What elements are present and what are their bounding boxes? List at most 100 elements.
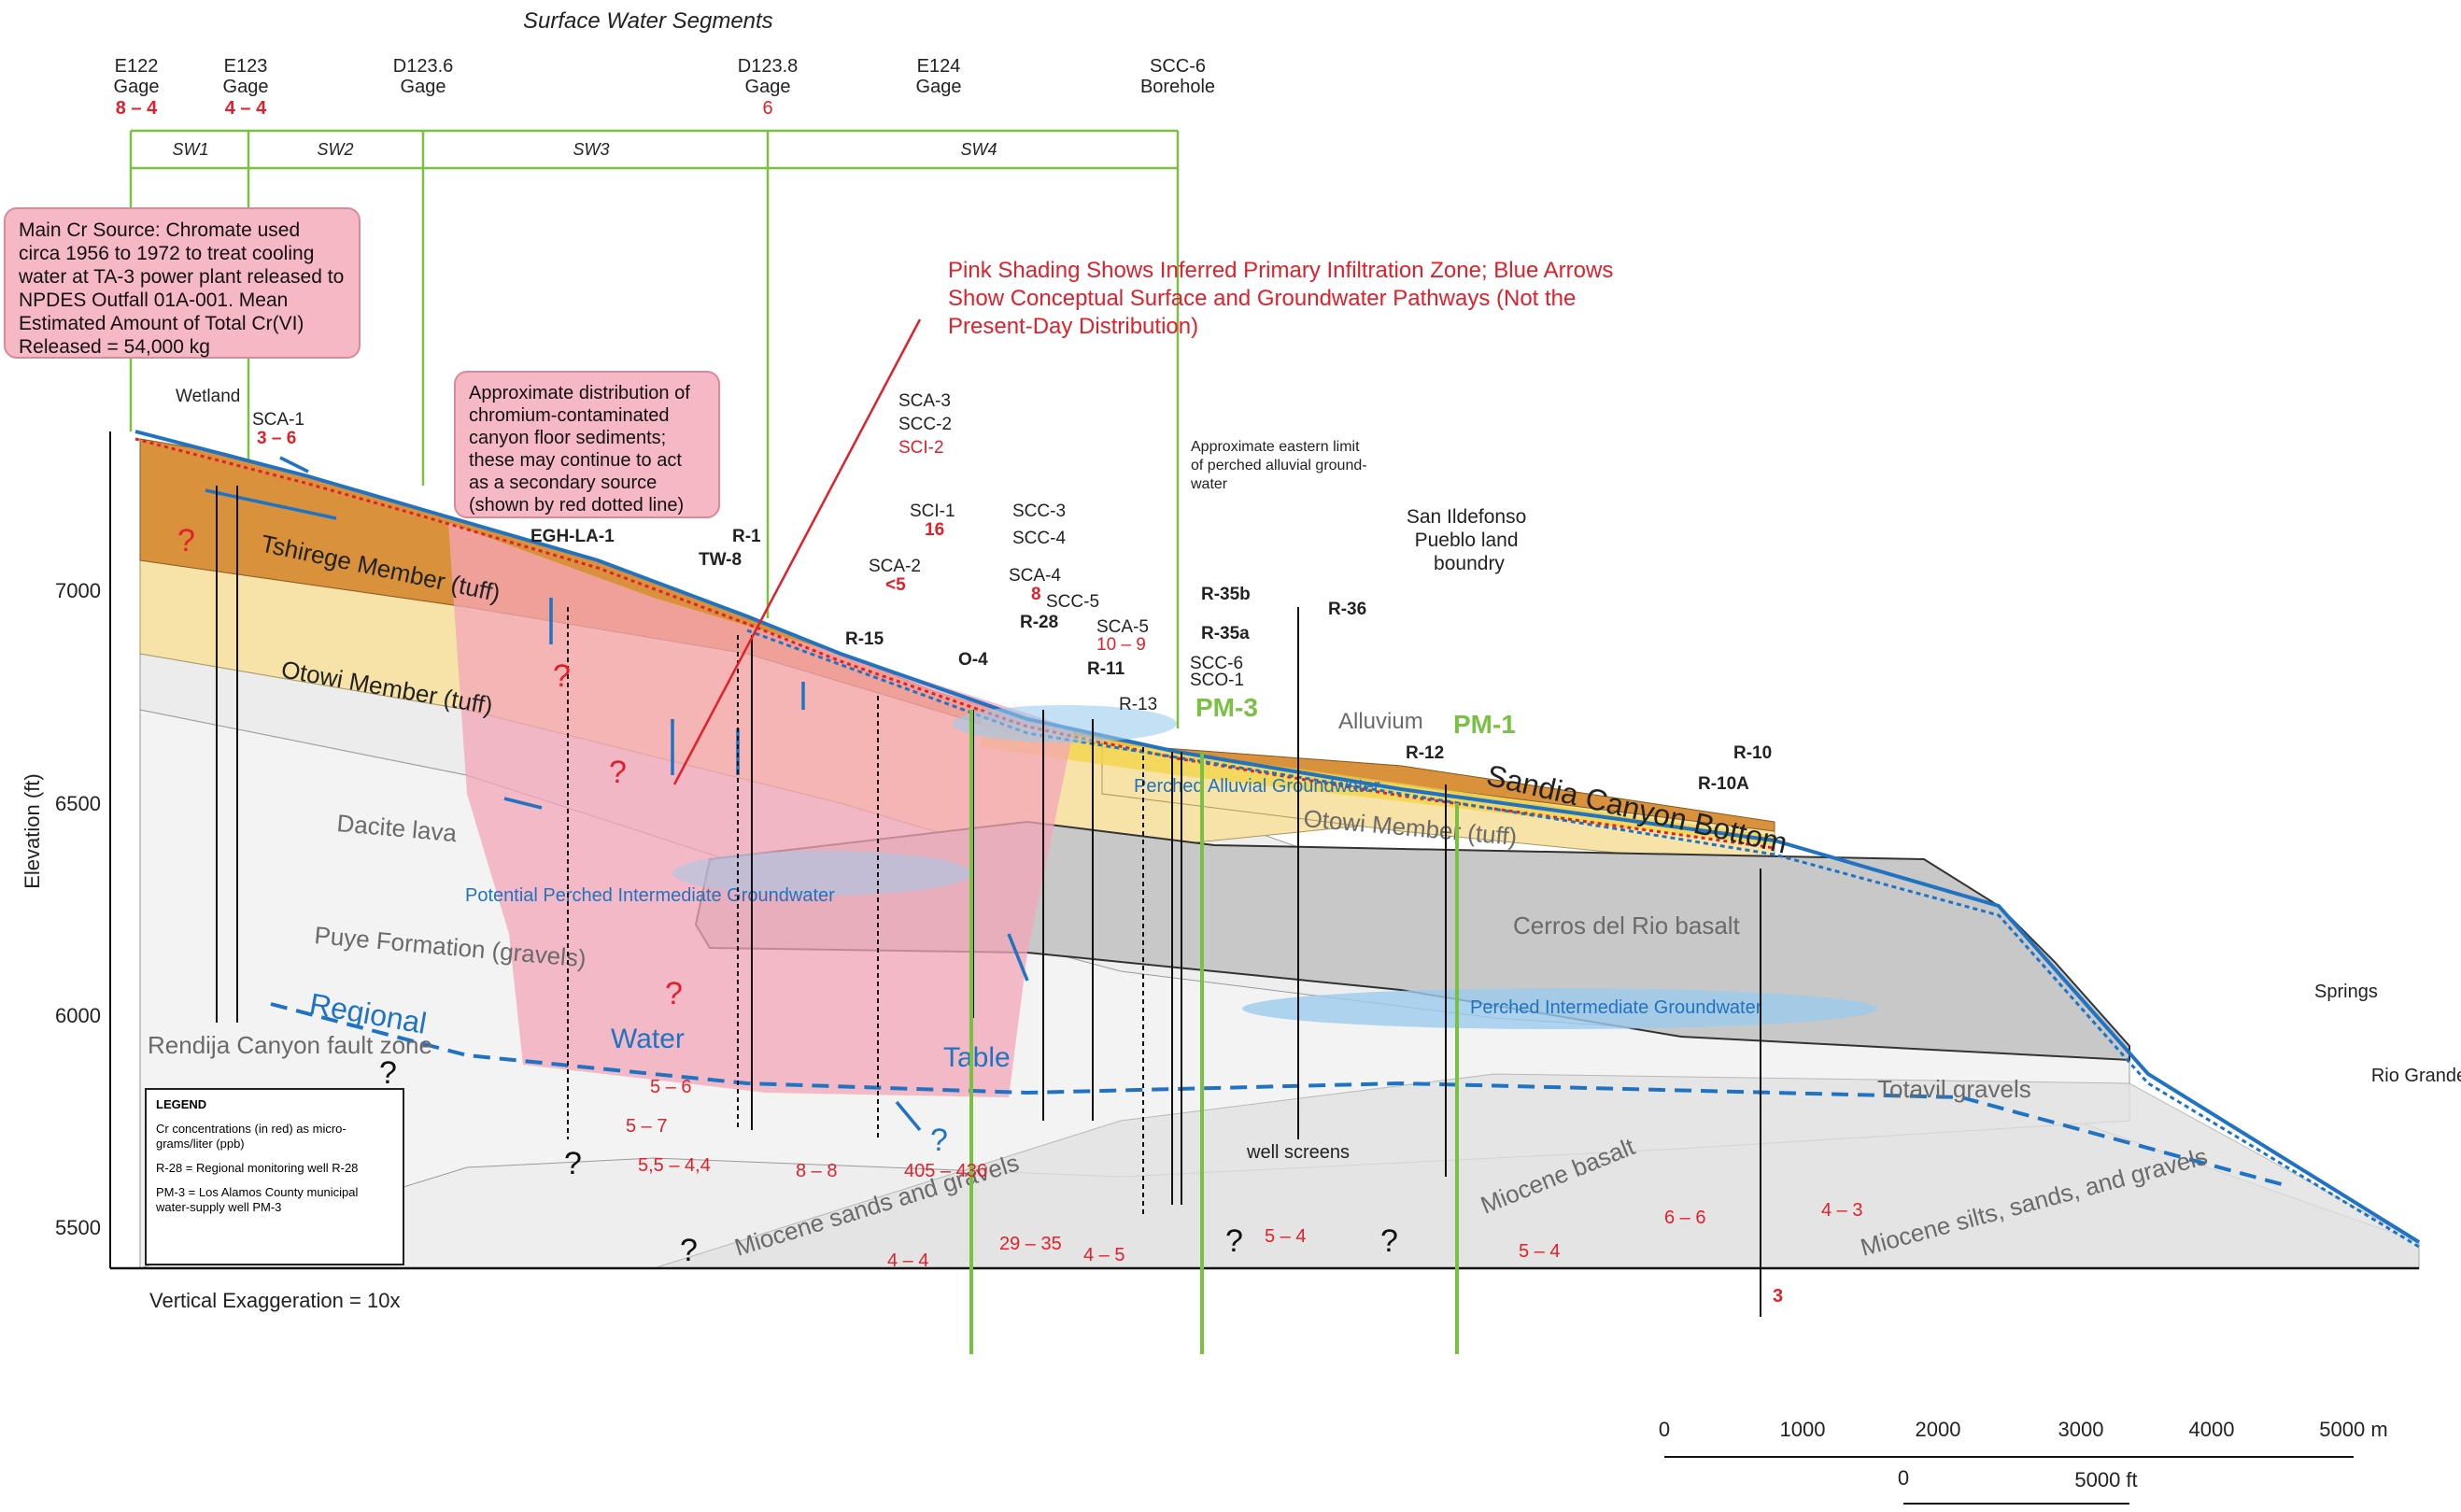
gage-id: E122 bbox=[115, 56, 159, 77]
scale-tick-m: 0 bbox=[1659, 1418, 1670, 1441]
diagram-title: Surface Water Segments bbox=[523, 8, 773, 34]
flow-arrows bbox=[205, 456, 1029, 1132]
water-label: Perched Alluvial Groundwater bbox=[1134, 776, 1380, 797]
well-value: 10 – 9 bbox=[1096, 635, 1146, 655]
gage-sub: Gage bbox=[745, 77, 791, 97]
legend: LEGEND Cr concentrations (in red) as mic… bbox=[145, 1088, 404, 1265]
well-screens-label: well screens bbox=[1246, 1142, 1350, 1163]
svg-text:?: ? bbox=[379, 1055, 397, 1091]
segment-label: SW1 bbox=[172, 140, 208, 159]
well-lines bbox=[216, 486, 1761, 1317]
well-label: R-10A bbox=[1698, 774, 1749, 794]
legend-cr: Cr concentrations (in red) as micro-gram… bbox=[156, 1122, 347, 1151]
gage-value: 4 – 4 bbox=[225, 98, 267, 119]
legend-r28: R-28 = Regional monitoring well R-28 bbox=[156, 1161, 359, 1175]
well-label: R-35b bbox=[1201, 585, 1251, 604]
y-tick-label: 6000 bbox=[55, 1004, 101, 1027]
svg-text:?: ? bbox=[564, 1146, 582, 1181]
well-label: SCC-2 bbox=[898, 415, 952, 434]
concentration-value: 6 – 6 bbox=[1664, 1208, 1705, 1228]
unit-label: Cerros del Rio basalt bbox=[1513, 911, 1741, 940]
concentration-value: 5 – 6 bbox=[650, 1077, 691, 1097]
y-axis-label: Elevation (ft) bbox=[21, 773, 44, 889]
well-value: <5 bbox=[885, 575, 906, 595]
gage-sub: Gage bbox=[401, 77, 446, 97]
well-label: R-28 bbox=[1020, 613, 1058, 632]
note-line: water bbox=[1190, 476, 1228, 492]
pm-wells bbox=[969, 710, 1459, 1354]
well-label: R-35a bbox=[1201, 624, 1250, 643]
scale-tick-m: 1000 bbox=[1780, 1418, 1826, 1441]
water-label: Potential Perched Intermediate Groundwat… bbox=[465, 885, 835, 906]
geology-layers bbox=[110, 430, 2421, 1270]
segment-label: SW4 bbox=[960, 140, 997, 159]
water-label: Perched Intermediate Groundwater bbox=[1470, 997, 1762, 1018]
well-label: O-4 bbox=[958, 650, 988, 670]
well-label: R-11 bbox=[1087, 659, 1125, 679]
scale-tick-m: 4000 bbox=[2189, 1418, 2235, 1441]
sediment-note: Approximate distribution of chromium-con… bbox=[454, 371, 720, 518]
well-label: SCC-3 bbox=[1012, 502, 1066, 521]
well-label: R-15 bbox=[845, 629, 884, 649]
well-label: SCI-1 bbox=[910, 502, 955, 521]
well-label: PM-1 bbox=[1453, 710, 1516, 739]
well-value: 3 – 6 bbox=[257, 429, 296, 448]
gage-sub: Gage bbox=[223, 77, 269, 97]
water-label: Table bbox=[943, 1042, 1011, 1073]
vertical-exaggeration: Vertical Exaggeration = 10x bbox=[149, 1289, 400, 1312]
note-line: Approximate eastern limit bbox=[1191, 439, 1360, 455]
note-line: boundry bbox=[1434, 553, 1505, 574]
well-value: 8 bbox=[1031, 585, 1041, 604]
well-label: EGH-LA-1 bbox=[530, 527, 615, 546]
segment-label: SW2 bbox=[317, 140, 353, 159]
svg-text:?: ? bbox=[665, 976, 683, 1011]
svg-text:?: ? bbox=[609, 755, 627, 790]
well-label: TW-8 bbox=[699, 550, 742, 570]
concentration-value: 8 – 8 bbox=[796, 1161, 837, 1181]
segment-label: SW3 bbox=[573, 140, 609, 159]
well-label: SCC-6 bbox=[1190, 654, 1243, 673]
gage-value: 6 bbox=[762, 98, 772, 119]
concentration-value: 405 – 436 bbox=[904, 1161, 987, 1181]
gage-sub: Gage bbox=[114, 77, 160, 97]
well-label: R-12 bbox=[1406, 743, 1444, 763]
concentration-value: 29 – 35 bbox=[999, 1234, 1062, 1254]
unit-label: Alluvium bbox=[1338, 709, 1423, 734]
concentration-value: 5 – 4 bbox=[1265, 1226, 1306, 1247]
well-label: R-13 bbox=[1119, 695, 1157, 714]
svg-text:?: ? bbox=[1380, 1223, 1398, 1259]
gage-sub: Gage bbox=[916, 77, 962, 97]
well-label: R-36 bbox=[1328, 600, 1366, 619]
well-label: SCA-1 bbox=[252, 410, 304, 430]
svg-text:?: ? bbox=[177, 523, 195, 558]
concentration-value: 4 – 5 bbox=[1083, 1245, 1124, 1265]
concentration-value: 4 – 3 bbox=[1821, 1200, 1862, 1221]
scale-tick-ft: 5000 ft bbox=[2074, 1468, 2137, 1491]
alluvial-limit-note: Approximate eastern limit of perched all… bbox=[1190, 439, 1371, 492]
gage-sub: Borehole bbox=[1140, 77, 1215, 97]
springs-label: Springs bbox=[2314, 982, 2378, 1002]
svg-text:?: ? bbox=[930, 1123, 948, 1158]
concentration-value: 5 – 7 bbox=[626, 1116, 667, 1137]
unit-label: Rendija Canyon fault zone bbox=[148, 1031, 432, 1059]
well-label: SCC-5 bbox=[1046, 592, 1099, 612]
concentration-value: 4 – 4 bbox=[887, 1251, 928, 1271]
y-tick-label: 7000 bbox=[55, 579, 101, 602]
water-label: Water bbox=[611, 1024, 685, 1054]
y-tick-label: 6500 bbox=[55, 792, 101, 815]
deep-values: 5 – 6 5 – 7 5,5 – 4,4 8 – 8 405 – 436 4 … bbox=[626, 1077, 1862, 1307]
concentration-value: 3 bbox=[1773, 1286, 1783, 1307]
elevation-axis: Elevation (ft) 7000 6500 6000 5500 Verti… bbox=[21, 431, 400, 1312]
scale-tick-m: 5000 m bbox=[2319, 1418, 2387, 1441]
well-label: SCA-5 bbox=[1096, 617, 1149, 637]
legend-title: LEGEND bbox=[156, 1097, 207, 1111]
scale-tick-m: 2000 bbox=[1916, 1418, 1961, 1441]
segment-bar bbox=[129, 129, 1180, 728]
well-label: SCC-4 bbox=[1012, 529, 1066, 548]
well-label: SCI-2 bbox=[898, 438, 944, 458]
well-label: SCA-4 bbox=[1009, 566, 1061, 586]
wetland-label: Wetland bbox=[176, 387, 240, 406]
concentration-value: 5 – 4 bbox=[1519, 1241, 1560, 1262]
scale-tick-m: 3000 bbox=[2058, 1418, 2104, 1441]
